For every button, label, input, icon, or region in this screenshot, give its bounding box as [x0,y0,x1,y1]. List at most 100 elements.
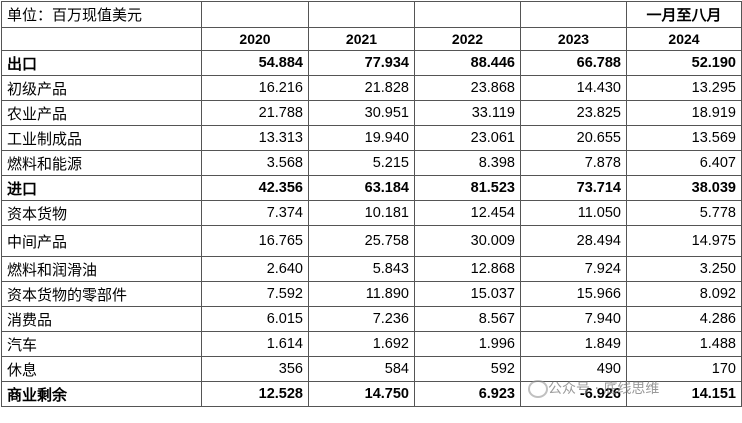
value-cell: 7.592 [201,281,309,307]
value-cell: 23.868 [414,75,521,101]
value-cell: 21.788 [201,100,309,126]
year-header: 2020 [201,27,309,51]
value-cell: 1.488 [626,331,742,357]
empty-cell [308,1,415,28]
value-cell: 54.884 [201,50,309,76]
data-row: 汽车 1.614 1.692 1.996 1.849 1.488 [1,331,742,357]
data-row: 农业产品 21.788 30.951 33.119 23.825 18.919 [1,100,742,126]
value-cell: 1.996 [414,331,521,357]
trade-table: 单位：百万现值美元 一月至八月 2020 2021 2022 2023 2024 出口 54.8… [1,1,742,407]
value-cell: 7.878 [520,150,627,176]
year-header: 2022 [414,27,521,51]
value-cell: 7.940 [520,306,627,332]
row-label: 资本货物 [1,200,202,226]
empty-cell [414,1,521,28]
value-cell: 3.250 [626,256,742,282]
value-cell: 18.919 [626,100,742,126]
value-cell: 14.151 [626,381,742,407]
data-row: 资本货物的零部件 7.592 11.890 15.037 15.966 8.092 [1,281,742,307]
data-row: 出口 54.884 77.934 88.446 66.788 52.190 [1,50,742,76]
row-label: 休息 [1,356,202,382]
value-cell: 6.015 [201,306,309,332]
value-cell: 25.758 [308,225,415,257]
value-cell: 16.765 [201,225,309,257]
value-cell: 170 [626,356,742,382]
watermark: 公众号 · 底线思维 [548,381,660,397]
value-cell: 30.009 [414,225,521,257]
value-cell: 73.714 [520,175,627,201]
data-row: 资本货物 7.374 10.181 12.454 11.050 5.778 [1,200,742,226]
data-row: 中间产品 16.765 25.758 30.009 28.494 14.975 [1,225,742,257]
row-label: 进口 [1,175,202,201]
value-cell: 38.039 [626,175,742,201]
value-cell: 7.924 [520,256,627,282]
value-cell: 28.494 [520,225,627,257]
value-cell: 7.374 [201,200,309,226]
value-cell: 11.890 [308,281,415,307]
value-cell: 5.778 [626,200,742,226]
value-cell: 33.119 [414,100,521,126]
value-cell: 23.061 [414,125,521,151]
row-label: 出口 [1,50,202,76]
value-cell: 66.788 [520,50,627,76]
value-cell: 30.951 [308,100,415,126]
value-cell: 13.313 [201,125,309,151]
value-cell: 52.190 [626,50,742,76]
header-row: 单位：百万现值美元 一月至八月 [1,1,742,28]
value-cell: 11.050 [520,200,627,226]
value-cell: 3.568 [201,150,309,176]
value-cell: 6.407 [626,150,742,176]
value-cell: 14.430 [520,75,627,101]
value-cell: 1.614 [201,331,309,357]
unit-label: 单位：百万现值美元 [1,1,202,28]
data-row: 初级产品 16.216 21.828 23.868 14.430 13.295 [1,75,742,101]
value-cell: 12.868 [414,256,521,282]
value-cell: 21.828 [308,75,415,101]
value-cell: 81.523 [414,175,521,201]
value-cell: 88.446 [414,50,521,76]
row-label: 商业剩余 [1,381,202,407]
value-cell: 12.454 [414,200,521,226]
year-header: 2023 [520,27,627,51]
period-label: 一月至八月 [626,1,742,28]
value-cell: 42.356 [201,175,309,201]
value-cell: 13.295 [626,75,742,101]
data-row: 工业制成品 13.313 19.940 23.061 20.655 13.569 [1,125,742,151]
empty-cell [1,27,202,51]
data-row: 燃料和润滑油 2.640 5.843 12.868 7.924 3.250 [1,256,742,282]
value-cell: 5.215 [308,150,415,176]
row-label: 农业产品 [1,100,202,126]
watermark-icon [528,380,548,398]
year-header: 2021 [308,27,415,51]
value-cell: 77.934 [308,50,415,76]
year-row: 2020 2021 2022 2023 2024 [1,27,742,51]
row-label: 中间产品 [1,225,202,257]
empty-cell [520,1,627,28]
row-label: 工业制成品 [1,125,202,151]
value-cell: 23.825 [520,100,627,126]
value-cell: 20.655 [520,125,627,151]
value-cell: 5.843 [308,256,415,282]
value-cell: 14.750 [308,381,415,407]
row-label: 汽车 [1,331,202,357]
row-label: 燃料和润滑油 [1,256,202,282]
year-header: 2024 [626,27,742,51]
row-label: 资本货物的零部件 [1,281,202,307]
value-cell: 63.184 [308,175,415,201]
value-cell: 8.567 [414,306,521,332]
row-label: 燃料和能源 [1,150,202,176]
value-cell: 14.975 [626,225,742,257]
value-cell: 10.181 [308,200,415,226]
value-cell: 15.037 [414,281,521,307]
value-cell: 13.569 [626,125,742,151]
value-cell: 16.216 [201,75,309,101]
value-cell: 356 [201,356,309,382]
value-cell: 19.940 [308,125,415,151]
value-cell: 8.398 [414,150,521,176]
value-cell: 6.923 [414,381,521,407]
empty-cell [201,1,309,28]
value-cell: 2.640 [201,256,309,282]
value-cell: 592 [414,356,521,382]
value-cell: 15.966 [520,281,627,307]
